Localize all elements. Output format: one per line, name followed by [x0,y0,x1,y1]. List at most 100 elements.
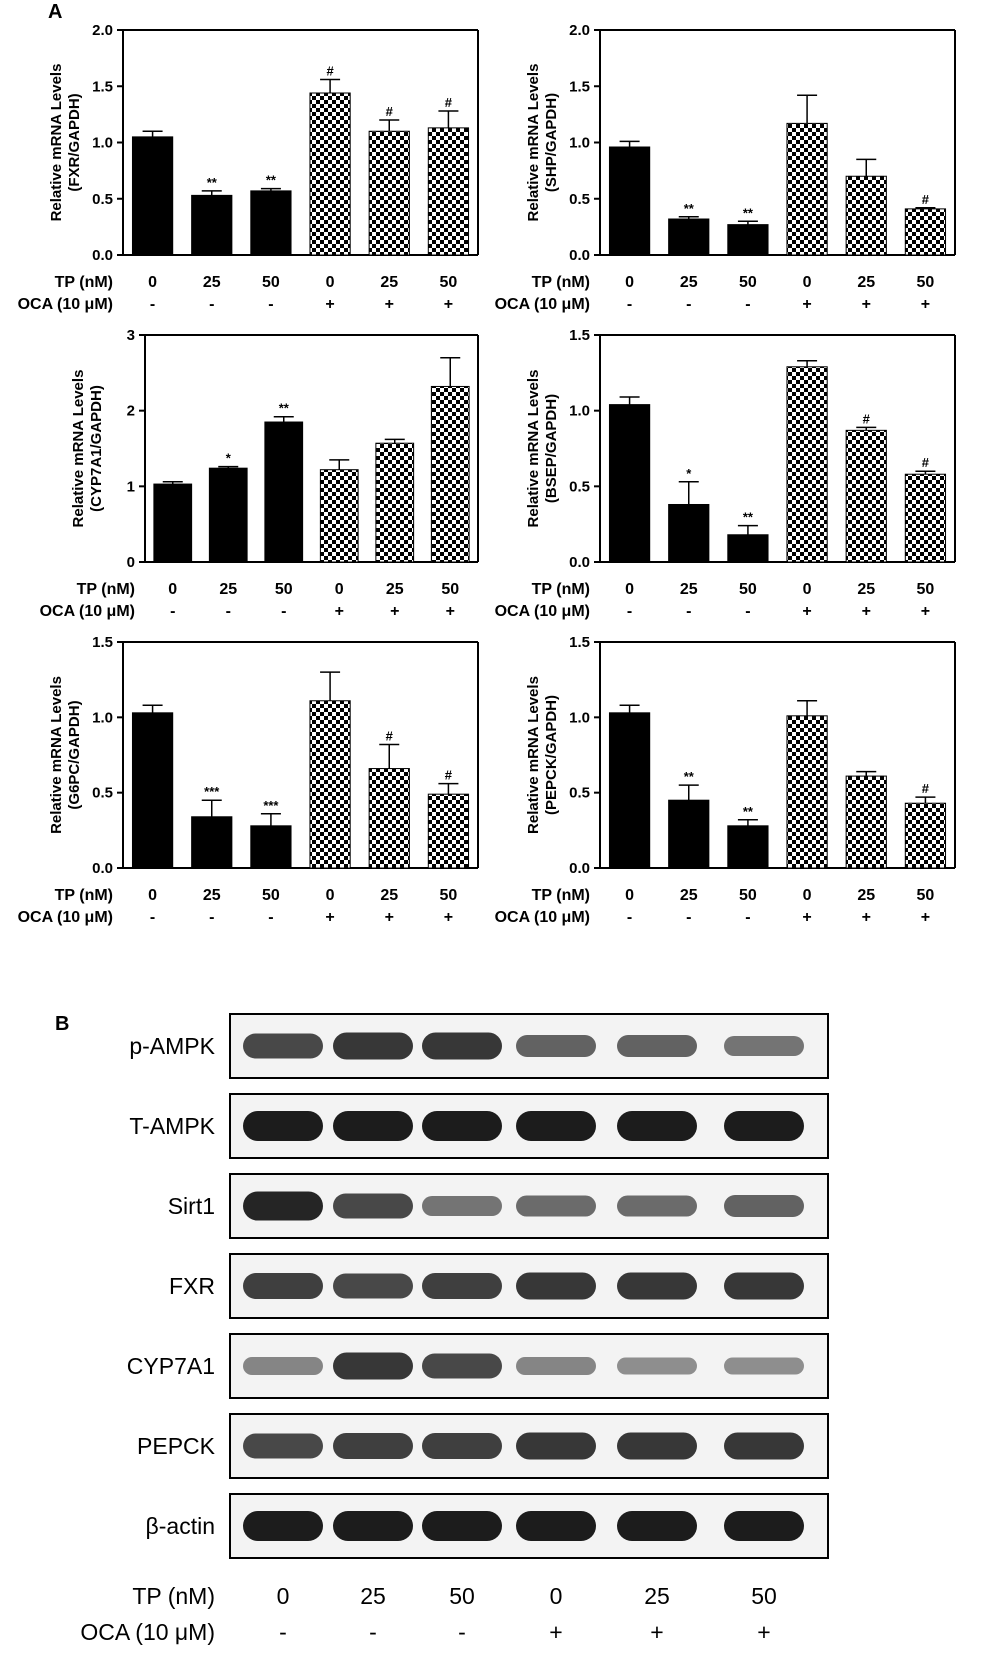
tp-value: 25 [386,581,404,598]
blot-band [617,1035,697,1057]
oca-value: + [862,603,871,620]
blot-band [333,1352,413,1380]
tp-value: 0 [326,274,335,291]
oca-value: + [390,603,399,620]
bar [319,469,359,563]
significance-label: * [226,451,232,466]
oca-value: - [209,296,214,313]
y-tick-label: 1.5 [569,78,590,95]
tp-value: 25 [360,1583,386,1609]
bar [153,483,193,563]
oca-value: + [549,1619,562,1645]
y-tick-label: 2 [127,403,135,420]
y-tick-label: 1.0 [92,709,113,726]
blot-band [617,1432,697,1460]
bar [904,208,947,256]
chart-5: 0.0 0.5 1.0 1.5 Relative mRNA Levels (G6PC/GA… [18,634,479,926]
oca-value: + [757,1619,770,1645]
blot-band [724,1111,804,1141]
oca-value: - [281,603,286,620]
y-tick-label: 1.5 [569,327,590,344]
y-tick-label: 1.0 [569,709,590,726]
tp-row-label: TP (nM) [532,274,590,291]
chart-2: 0.0 0.5 1.0 1.5 2.0 Relative mRNA Levels (SHP/… [495,22,956,313]
blot-band [724,1432,804,1460]
oca-value: - [686,603,691,620]
y-tick-label: 1.5 [92,634,113,651]
blot-band [422,1273,502,1299]
significance-label: ** [684,769,695,784]
y-tick-label: 0.0 [92,860,113,877]
blot-band [333,1511,413,1541]
y-tick-label: 0.5 [569,785,590,802]
y-tick-label: 1.5 [569,634,590,651]
blot-band [243,1433,323,1459]
tp-value: 25 [380,887,398,904]
y-tick-label: 1.0 [569,135,590,152]
bar [727,534,769,563]
blot-band [516,1035,596,1057]
tp-value: 25 [203,274,221,291]
oca-value: - [627,296,632,313]
blot-band [243,1357,323,1375]
tp-value: 0 [148,274,157,291]
blot-band [516,1111,596,1141]
blot-band [422,1433,502,1459]
y-axis-label: Relative mRNA Levels [525,64,542,222]
significance-label: # [922,192,930,207]
tp-value: 25 [857,274,875,291]
y-tick-label: 0.0 [569,860,590,877]
tp-value: 50 [739,887,757,904]
bar [608,146,651,256]
y-axis-label: Relative mRNA Levels [70,370,87,528]
blot-label: β-actin [146,1513,215,1539]
panel-b-label: B [55,1013,69,1035]
blot-band [516,1357,596,1375]
bar [368,130,410,256]
tp-row-label: TP (nM) [77,581,135,598]
blot-band [243,1273,323,1299]
blot-band [617,1357,697,1375]
blot-row: Sirt1 [168,1173,829,1239]
tp-row-label: TP (nM) [55,887,113,904]
y-axis-label: Relative mRNA Levels [525,370,542,528]
bar [845,429,887,563]
bar [668,218,710,256]
tp-value: 0 [277,1583,290,1609]
blot-band [724,1272,804,1300]
blot-band [617,1272,697,1300]
y-axis-label: (FXR/GAPDH) [66,93,83,191]
y-tick-label: 1.0 [92,135,113,152]
blot-band [516,1432,596,1460]
oca-value: - [686,909,691,926]
y-tick-label: 1.5 [92,78,113,95]
bar [131,712,174,869]
blot-label: T-AMPK [129,1113,215,1139]
bar [131,136,174,256]
oca-value: + [921,909,930,926]
blot-band [422,1353,502,1379]
chart-4: 0.0 0.5 1.0 1.5 Relative mRNA Levels (BSEP/GA… [495,327,956,620]
blot-band [422,1032,502,1060]
y-tick-label: 2.0 [92,22,113,39]
y-axis-label: (PEPCK/GAPDH) [543,695,560,815]
y-axis-label: (BSEP/GAPDH) [543,394,560,503]
bar [427,793,470,869]
chart-3: 0 1 2 3 Relative mRNA Levels (CYP7A1/GAPDH) 0 -… [40,327,479,620]
tp-value: 0 [168,581,177,598]
bar [191,194,233,256]
tp-value: 25 [680,274,698,291]
oca-value: - [458,1619,466,1645]
bar [368,768,410,869]
significance-label: # [863,411,871,426]
tp-value: 0 [148,887,157,904]
significance-label: # [445,768,453,783]
tp-value: 0 [550,1583,563,1609]
bar [904,802,947,869]
oca-value: - [226,603,231,620]
tp-value: 25 [680,581,698,598]
oca-value: + [650,1619,663,1645]
y-tick-label: 1.0 [569,403,590,420]
y-axis-label: (CYP7A1/GAPDH) [88,385,105,512]
significance-label: # [386,728,394,743]
